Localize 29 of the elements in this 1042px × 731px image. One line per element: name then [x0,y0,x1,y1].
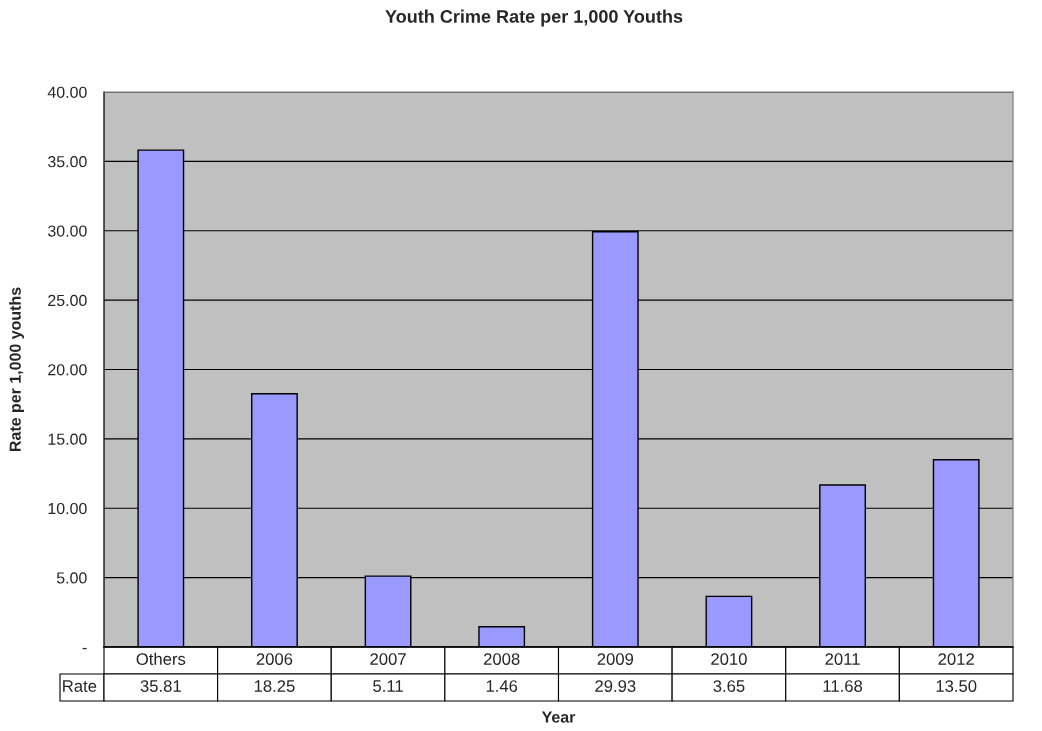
x-tick-label: 2009 [597,653,634,665]
y-tick-label: 5.00 [56,572,87,584]
text: Rate [63,680,97,692]
x-tick-label: 2011 [825,653,860,665]
y-tick-label: 35.00 [47,156,87,168]
data-label: 35.81 [140,680,181,692]
data-label: 13.50 [936,680,977,692]
y-tick-label: 25.00 [48,294,87,307]
y-axis-title: Rate per 1,000 youths [9,287,24,451]
chart-title: Youth Crime Rate per 1,000 Youths [385,9,683,27]
y-tick-label: 40.00 [47,86,87,98]
y-tick-label: - [82,647,87,650]
x-axis-title: Year [541,711,576,723]
x-tick-label: 2008 [483,653,520,665]
x-tick-label: 2006 [256,653,293,665]
data-label: 29.93 [595,680,636,692]
y-tick-label: 20.00 [48,364,87,376]
x-tick-label: 2010 [711,653,747,665]
data-label: 11.68 [823,680,863,692]
x-tick-label: 2012 [938,653,974,665]
data-label: 3.65 [713,680,745,692]
data-label: 1.46 [486,680,518,692]
data-label: 18.25 [254,680,295,692]
x-tick-label: 2007 [370,653,406,665]
y-tick-label: 15.00 [48,433,87,445]
x-tick-label: Others [136,652,186,665]
data-label: 5.11 [373,680,403,692]
y-tick-label: 10.00 [48,502,87,515]
y-tick-label: 30.00 [47,225,87,237]
